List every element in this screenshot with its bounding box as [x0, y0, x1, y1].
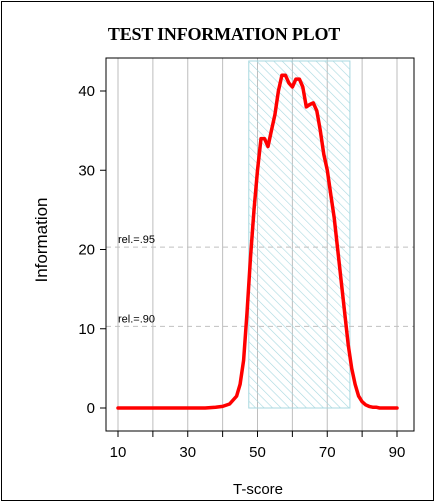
reference-label: rel.=.95: [118, 234, 155, 246]
highlight-band: [248, 60, 351, 409]
x-tick-label: 70: [319, 444, 336, 461]
axes: 0 10 20 30 40 10 30 50 70 90: [78, 57, 415, 461]
y-tick-label: 10: [78, 321, 95, 338]
x-tick-label: 90: [389, 444, 406, 461]
information-curve: [116, 73, 399, 410]
chart-title: TEST INFORMATION PLOT: [108, 24, 340, 44]
y-tick-label: 0: [87, 400, 95, 417]
y-tick-label: 20: [78, 242, 95, 259]
y-tick-label: 40: [78, 83, 95, 100]
plot-border: [105, 57, 415, 432]
x-tick-label: 30: [179, 444, 196, 461]
series-line: [116, 73, 399, 410]
x-axis-label: T-score: [233, 481, 283, 498]
x-tick-label: 50: [249, 444, 266, 461]
highlight-rect: [248, 60, 351, 409]
y-axis-label: Information: [32, 197, 51, 282]
y-tick-label: 30: [78, 162, 95, 179]
reference-lines: rel.=.95 rel.=.90: [106, 234, 414, 327]
x-tick-label: 10: [110, 444, 127, 461]
reference-label: rel.=.90: [118, 313, 155, 325]
